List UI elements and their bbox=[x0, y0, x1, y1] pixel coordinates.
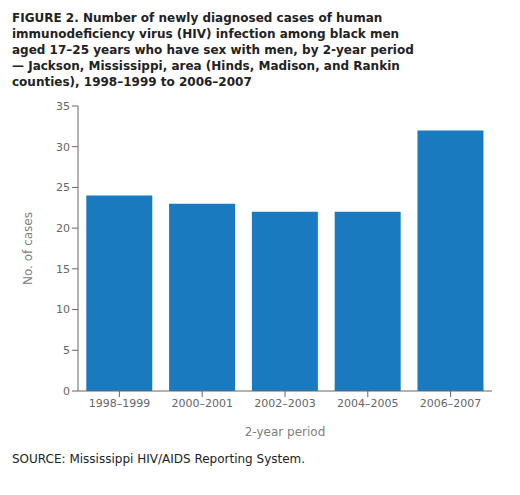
svg-text:5: 5 bbox=[63, 344, 70, 357]
html-text:FIGURE 2. Number of newly diag: FIGURE 2. Number of newly diagnosed case… bbox=[12, 11, 383, 25]
svg-text:15: 15 bbox=[56, 263, 70, 276]
svg-text:2004–2005: 2004–2005 bbox=[337, 397, 399, 410]
html-text:aged 17–25 years who have sex: aged 17–25 years who have sex with men, … bbox=[12, 43, 414, 57]
html-text:SOURCE: Mississippi HIV/AIDS R: SOURCE: Mississippi HIV/AIDS Reporting S… bbox=[12, 452, 306, 466]
svg-text:0: 0 bbox=[63, 385, 70, 398]
svg-text:35: 35 bbox=[56, 100, 70, 113]
html-text:counties), 1998–1999 to 2006–2: counties), 1998–1999 to 2006–2007 bbox=[12, 75, 252, 89]
svg-text:10: 10 bbox=[56, 303, 70, 316]
svg-text:2-year period: 2-year period bbox=[245, 425, 326, 439]
svg-text:30: 30 bbox=[56, 141, 70, 154]
svg-text:2006–2007: 2006–2007 bbox=[420, 397, 482, 410]
svg-text:20: 20 bbox=[56, 222, 70, 235]
svg-text:2002–2003: 2002–2003 bbox=[254, 397, 316, 410]
svg-text:No. of cases: No. of cases bbox=[21, 212, 35, 285]
svg-text:25: 25 bbox=[56, 181, 70, 194]
svg-text:2000–2001: 2000–2001 bbox=[171, 397, 233, 410]
svg-text:1998–1999: 1998–1999 bbox=[89, 397, 151, 410]
html-text:immunodeficiency virus (HIV) i: immunodeficiency virus (HIV) infection a… bbox=[12, 27, 400, 41]
html-text:— Jackson, Mississippi, area (: — Jackson, Mississippi, area (Hinds, Mad… bbox=[12, 59, 400, 73]
